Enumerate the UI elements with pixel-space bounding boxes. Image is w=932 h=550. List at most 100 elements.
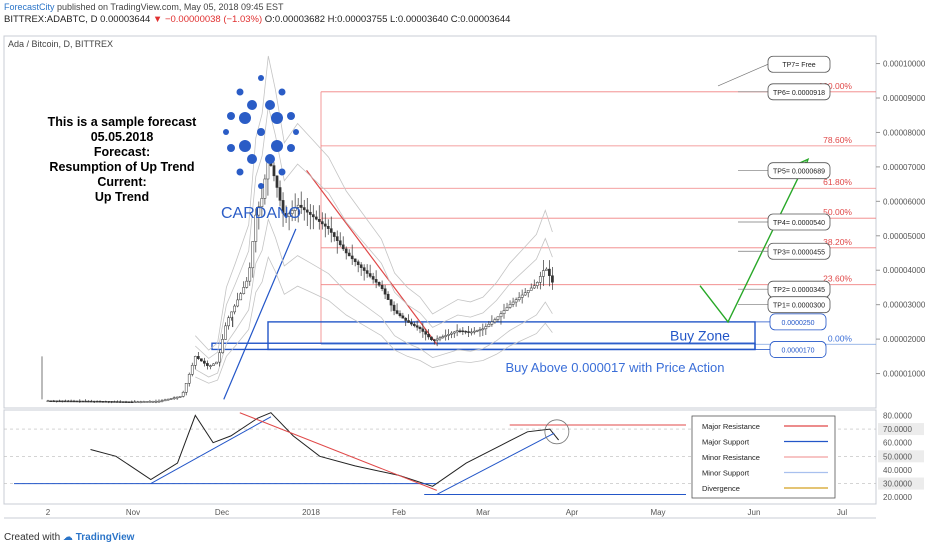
logo-dot <box>278 168 286 176</box>
candle-body <box>175 396 179 399</box>
candle-body <box>398 313 402 317</box>
logo-dot <box>265 154 275 164</box>
y-tick-label: 0.00005000 <box>883 232 926 241</box>
candle-body <box>245 280 249 288</box>
candle-body <box>281 200 285 214</box>
tradingview-brand[interactable]: TradingView <box>75 532 135 543</box>
candle-body <box>362 267 366 271</box>
osc-legend-label: Major Resistance <box>702 422 760 431</box>
downtrend-line <box>306 169 438 345</box>
logo-dot <box>239 112 251 124</box>
oscillator-pane <box>3 409 877 505</box>
candle-body <box>278 187 282 201</box>
y-tick-label: 0.00007000 <box>883 163 926 172</box>
y-tick-label: 0.00004000 <box>883 266 926 275</box>
logo-dot <box>236 168 244 176</box>
author-link[interactable]: ForecastCity <box>4 2 55 12</box>
y-tick-label: 0.00006000 <box>883 197 926 206</box>
logo-dot <box>236 88 244 96</box>
candle-body <box>520 294 524 298</box>
candle-body <box>127 401 131 403</box>
osc-y-tick-label: 30.0000 <box>883 480 912 489</box>
candle-body <box>470 331 473 334</box>
candle-body <box>275 175 279 188</box>
target-box <box>767 83 831 101</box>
band-line <box>195 106 553 359</box>
candle-body <box>221 339 224 354</box>
candle-body <box>133 401 137 404</box>
candle-body <box>293 207 297 211</box>
candle-body <box>332 232 336 237</box>
target-label: TP7= Free <box>782 62 815 69</box>
candle-body <box>472 330 476 333</box>
tradingview-logo-icon: ☁ <box>62 532 73 543</box>
forecast-text-line: This is a sample forecast <box>48 115 198 129</box>
candle-body <box>212 363 215 366</box>
candle-body <box>484 326 488 330</box>
candle-body <box>163 399 167 402</box>
forecast-text-line: Current: <box>97 175 146 189</box>
zone-tag <box>769 313 827 331</box>
target-box <box>767 162 831 180</box>
osc-support-trend-2 <box>436 432 555 495</box>
zone-tag-label: 0.0000170 <box>781 347 814 354</box>
x-tick-label: 2 <box>46 508 51 517</box>
candle-body <box>203 360 206 364</box>
target-box <box>767 55 831 73</box>
candle-body <box>410 322 413 325</box>
candle-body <box>523 292 527 296</box>
logo-dot <box>287 112 295 120</box>
candle-body <box>455 330 459 333</box>
candle-body <box>116 401 119 403</box>
candle-body <box>72 400 76 403</box>
x-tick-label: Mar <box>476 508 490 517</box>
price-pane <box>3 35 877 409</box>
x-tick-label: May <box>650 508 665 517</box>
candle-body <box>209 365 212 367</box>
candle-body <box>421 328 425 332</box>
candle-body <box>139 401 143 403</box>
target-label: TP1= 0.0000300 <box>773 303 825 310</box>
candle-body <box>196 356 200 359</box>
band-line <box>195 55 553 351</box>
osc-divergence-circle <box>544 419 570 445</box>
candle-body <box>260 198 264 207</box>
target-label: TP4= 0.0000540 <box>773 220 825 227</box>
logo-dot <box>271 112 283 124</box>
candle-body <box>130 401 134 403</box>
candle-body <box>380 284 384 289</box>
candle-body <box>98 400 102 403</box>
chart-title: Ada / Bitcoin, D, BITTREX <box>8 39 113 49</box>
candle-body <box>308 211 312 215</box>
candle-body <box>296 204 300 208</box>
candle-body <box>172 397 176 400</box>
candle-body <box>169 398 173 400</box>
candle-body <box>365 270 369 274</box>
candle-body <box>121 401 125 403</box>
candle-body <box>412 323 416 326</box>
candle-body <box>101 401 105 403</box>
candle-body <box>254 214 258 242</box>
candle-body <box>475 330 479 332</box>
candle-body <box>69 400 73 403</box>
candle-body <box>110 401 113 403</box>
target-pointer <box>717 63 769 87</box>
y-tick-label: 0.00003000 <box>883 301 926 310</box>
target-box <box>767 242 831 260</box>
y-tick-label: 0.00008000 <box>883 128 926 137</box>
candle-body <box>148 401 152 403</box>
chart-canvas[interactable]: Ada / Bitcoin, D, BITTREX 0.00010000 0.000… <box>0 28 932 528</box>
candle-body <box>389 299 393 306</box>
candle-body <box>46 400 50 403</box>
candle-body <box>329 228 333 233</box>
candle-body <box>517 297 521 300</box>
osc-y-tick-label: 20.0000 <box>883 493 912 502</box>
candle-body <box>317 218 321 222</box>
candle-body <box>61 400 64 403</box>
fib-level-label: 0.00% <box>828 333 853 343</box>
candle-body <box>305 209 309 213</box>
candle-body <box>302 207 306 211</box>
candle-body <box>290 210 294 214</box>
candle-body <box>84 400 87 403</box>
candle-body <box>371 276 375 280</box>
